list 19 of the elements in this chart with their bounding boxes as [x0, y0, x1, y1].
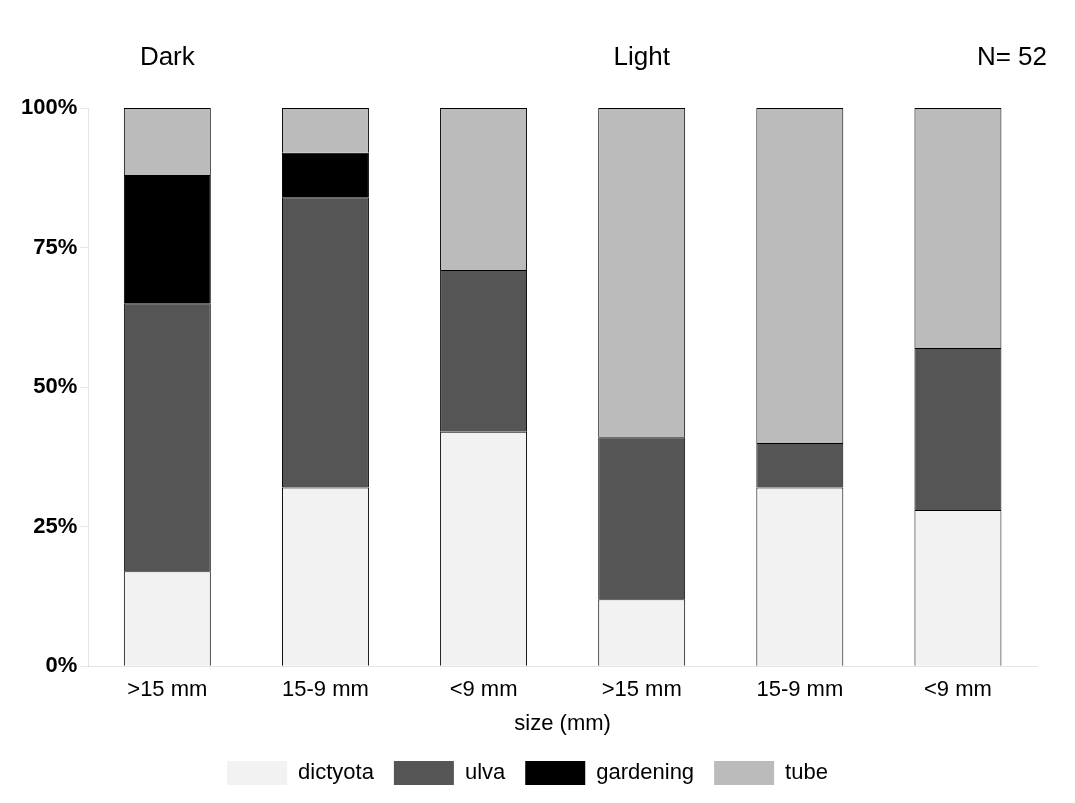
- y-tick-label: 0%: [45, 652, 78, 678]
- x-tick-label: <9 mm: [924, 676, 992, 702]
- legend-label: gardening: [596, 759, 695, 785]
- x-axis-title: size (mm): [514, 709, 611, 735]
- x-tick-label: 15-9 mm: [756, 676, 844, 702]
- legend-label: dictyota: [298, 759, 375, 785]
- text: Light: [613, 41, 671, 72]
- y-tick-label: 75%: [33, 233, 78, 259]
- legend-label: ulva: [464, 759, 507, 785]
- x-tick-label: >15 mm: [127, 676, 208, 702]
- x-tick-label: 15-9 mm: [282, 676, 369, 702]
- y-tick-label: 100%: [20, 94, 78, 120]
- x-tick-label: >15 mm: [601, 676, 682, 702]
- y-tick-label: 25%: [33, 512, 78, 538]
- text: Dark: [139, 41, 196, 72]
- x-tick-label: <9 mm: [449, 676, 518, 702]
- y-tick-label: 50%: [33, 373, 78, 399]
- legend-label: tube: [785, 759, 828, 785]
- text: N= 52: [976, 41, 1047, 72]
